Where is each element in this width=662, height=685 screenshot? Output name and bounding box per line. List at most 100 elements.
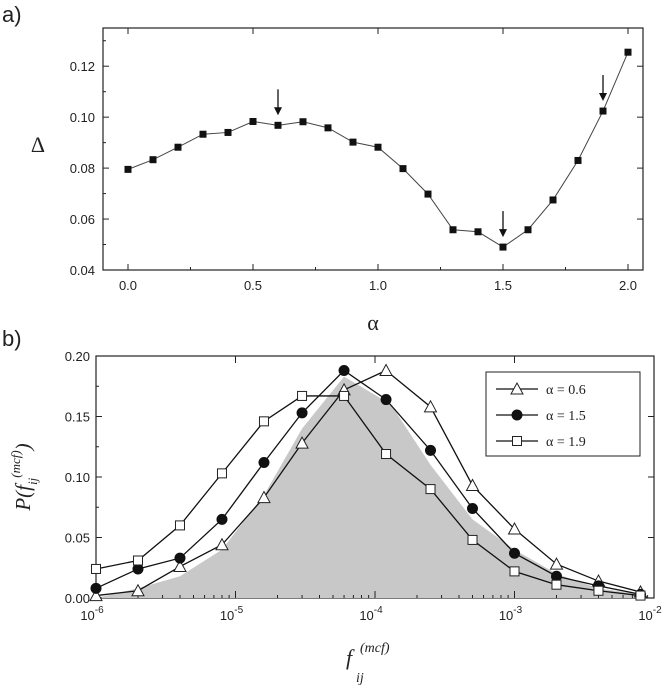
- x-tick-label: 1.5: [494, 278, 512, 293]
- delta-data-point: [424, 190, 432, 198]
- x-tick-label: 10-5: [220, 605, 244, 623]
- y-tick-label: 0.05: [65, 531, 90, 546]
- series-2-data-point: [296, 407, 308, 419]
- panel-b-data: [89, 363, 648, 602]
- panel-a-y-axis-title: Δ: [31, 132, 45, 157]
- series-3-data-point: [339, 390, 350, 401]
- series-1-line: [95, 369, 641, 597]
- series-2-data-point: [174, 552, 186, 564]
- delta-data-point: [174, 143, 182, 151]
- delta-data-point: [624, 48, 632, 56]
- legend-label-series-1: α = 0.6: [546, 383, 586, 398]
- panel-b-x-axis-title: f ij (mcf): [346, 641, 390, 685]
- x-tick-label: 10-6: [80, 605, 104, 623]
- delta-data-point: [549, 196, 557, 204]
- series-3-data-point: [174, 520, 185, 531]
- series-3-data-point: [551, 579, 562, 590]
- series-2-data-point: [216, 513, 228, 525]
- y-tick-label: 0.00: [65, 591, 90, 606]
- series-3-data-point: [216, 468, 227, 479]
- delta-data-point: [199, 130, 207, 138]
- series-3-line: [95, 395, 641, 597]
- svg-text:f: f: [346, 645, 355, 670]
- panel-a-axes: 0.0 0.5 1.0 1.5 2.0 0.04 0.06 0.08 0.10 0.12: [70, 28, 643, 293]
- series-1-data-point: [295, 436, 309, 449]
- series-3-data-point: [132, 555, 143, 566]
- series-1-data-point: [131, 583, 145, 597]
- series-1-data-point: [379, 363, 393, 377]
- x-tick-label: 0.5: [244, 278, 262, 293]
- delta-data-point: [599, 107, 607, 115]
- delta-data-point: [299, 118, 307, 126]
- y-tick-label: 0.15: [65, 410, 90, 425]
- delta-data-point: [324, 124, 332, 132]
- delta-data-point: [224, 128, 232, 136]
- legend-label-series-3: α = 1.9: [546, 435, 586, 450]
- panel-a-plot-frame: [102, 27, 644, 271]
- x-tick-label: 10-2: [638, 605, 662, 623]
- panel-b: b) 10-6 10-5 10-4 10-3 10-2 0.00 0.05 0.10 0.15 0…: [2, 326, 662, 685]
- series-2-data-point: [467, 502, 479, 514]
- y-tick-label: 0.10: [65, 470, 90, 485]
- panel-b-y-axis-title: P(fij(mcf)): [8, 443, 40, 511]
- delta-data-point: [349, 138, 357, 146]
- series-3-data-point: [381, 449, 392, 460]
- x-tick-label: 1.0: [369, 278, 387, 293]
- y-tick-label: 0.06: [70, 212, 95, 227]
- series-1-data-point: [257, 490, 271, 504]
- delta-data-point: [149, 156, 157, 164]
- series-1-data-point: [507, 521, 522, 535]
- x-tick-label: 0.0: [119, 278, 137, 293]
- legend-label-series-2: α = 1.5: [546, 409, 586, 424]
- y-tick-label: 0.08: [70, 161, 95, 176]
- delta-data-point: [574, 156, 582, 164]
- delta-data-point: [499, 243, 507, 251]
- series-3-data-point: [509, 566, 520, 577]
- delta-data-point: [274, 121, 282, 129]
- delta-data-point: [124, 165, 132, 173]
- y-tick-label: 0.04: [70, 263, 95, 278]
- panel-b-legend: α = 0.6 α = 1.5 α = 1.9: [485, 371, 641, 457]
- delta-data-point: [524, 226, 532, 234]
- legend-marker-series-1: [510, 381, 524, 395]
- delta-data-point: [249, 117, 257, 125]
- series-2-data-point: [90, 582, 102, 594]
- series-1-data-point: [465, 478, 480, 491]
- svg-text:P(fij(mcf)): P(fij(mcf)): [8, 443, 40, 511]
- panel-b-label: b): [2, 326, 22, 351]
- series-3-data-point: [635, 590, 646, 601]
- series-1-data-point: [173, 559, 187, 573]
- y-tick-label: 0.20: [65, 349, 90, 364]
- series-3-data-point: [297, 390, 308, 401]
- x-tick-label: 10-3: [499, 605, 523, 623]
- delta-data-point: [374, 143, 382, 151]
- series-1-data-point: [549, 557, 564, 570]
- series-2-data-point: [338, 365, 350, 377]
- legend-marker-series-3: [512, 436, 522, 446]
- y-tick-label: 0.12: [70, 59, 95, 74]
- arrow-marker-head: [499, 229, 507, 238]
- series-3-data-point: [467, 534, 478, 545]
- y-tick-label: 0.10: [70, 110, 95, 125]
- series-1-data-point: [215, 537, 229, 551]
- series-2-line: [95, 369, 641, 596]
- series-2-data-point: [425, 444, 437, 456]
- arrow-marker-head: [599, 93, 607, 102]
- svg-text:ij: ij: [356, 671, 364, 685]
- legend-marker-series-2: [511, 409, 523, 421]
- series-3-data-point: [425, 484, 436, 495]
- panel-a-data: [124, 48, 632, 251]
- series-1-data-point: [89, 588, 103, 602]
- arrow-marker-head: [274, 107, 282, 116]
- panel-a-x-axis-title: α: [367, 310, 379, 335]
- series-2-data-point: [380, 394, 392, 406]
- series-3-data-point: [258, 416, 269, 427]
- series-1-data-point: [423, 399, 438, 413]
- panel-a-label: a): [2, 2, 22, 27]
- panel-a: a) 0.0 0.5 1.0 1.5 2.0 0.04 0.06 0.08 0.10 0.12 Δ…: [2, 2, 644, 335]
- delta-data-point: [474, 228, 482, 236]
- series-3-data-point: [91, 563, 101, 574]
- delta-data-point: [399, 165, 407, 173]
- series-2-data-point: [509, 547, 520, 559]
